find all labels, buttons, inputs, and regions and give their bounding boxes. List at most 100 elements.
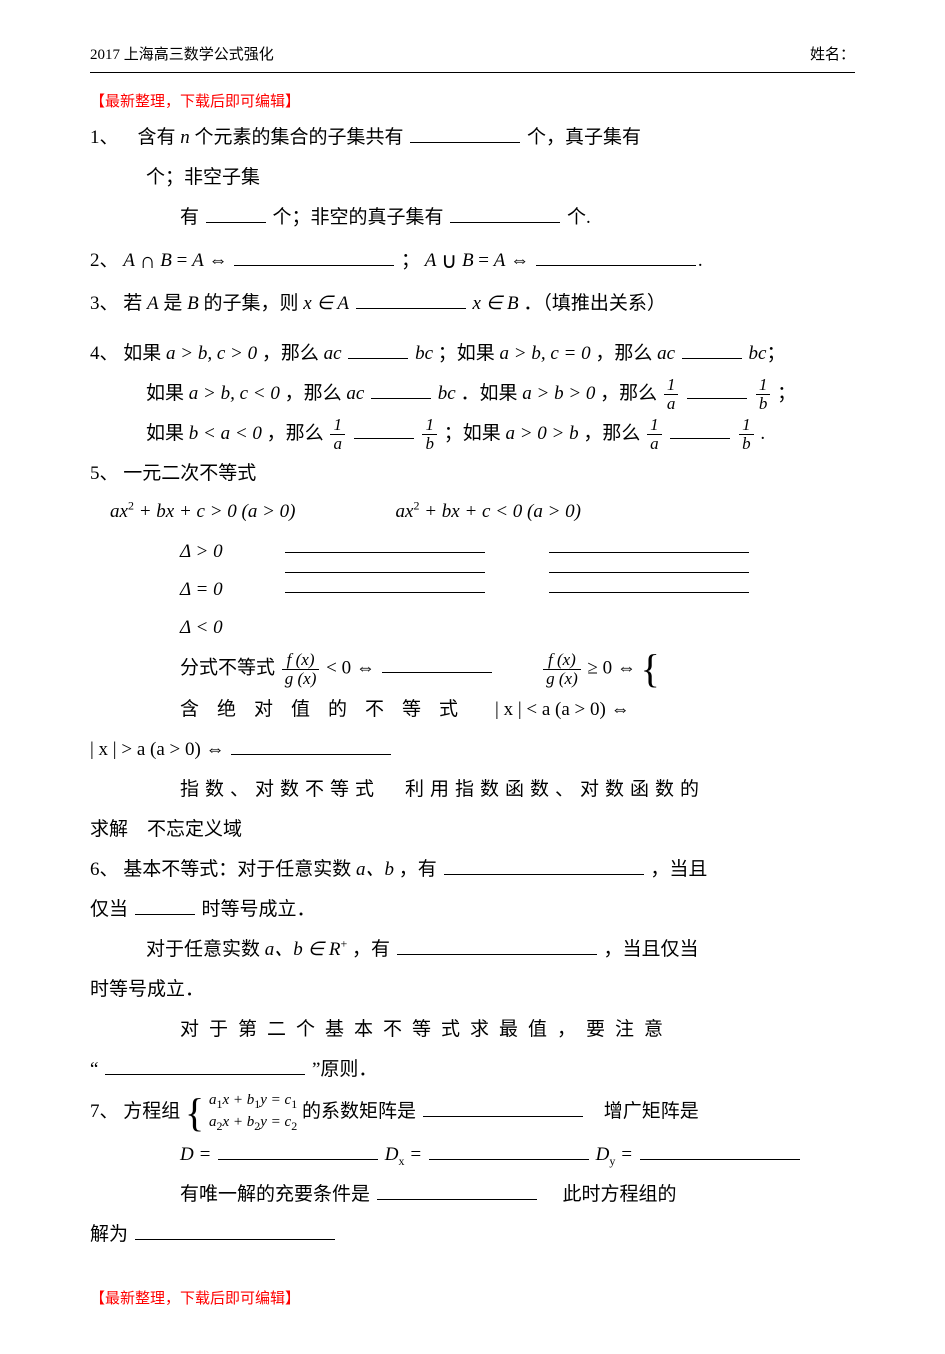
q5-fenshi: 分式不等式 f (x)g (x) < 0 ⇔ f (x)g (x) ≥ 0 ⇔ … [90,649,855,689]
frac-1b: 1b [422,416,437,453]
blank[interactable] [105,1055,305,1075]
q1-n: n [180,127,190,148]
q2-A3: A [425,250,437,271]
q5-inequalities: ax2 + bx + c > 0 (a > 0) ax2 + bx + c < … [110,493,855,531]
blank[interactable] [285,533,485,553]
c: b < a < 0 [189,423,262,444]
abs1: | x | < a (a > 0) ⇔ [495,699,630,720]
blank[interactable] [450,203,560,223]
q1-t3: 个，真子集有 [527,127,641,148]
q5-idx2: 求解 不忘定义域 [90,811,855,849]
delta-col2 [547,533,751,647]
blank[interactable] [382,653,492,673]
bc: bc [438,383,456,404]
blank[interactable] [410,123,520,143]
dot: . [760,423,765,444]
q5-line1: 5、 一元二次不等式 ax2 + bx + c > 0 (a > 0) ax2 … [90,455,855,531]
ge0: ≥ 0 ⇔ [587,657,635,678]
q6-l4: 时等号成立． [90,971,855,1009]
blank[interactable] [135,895,195,915]
idx-label2: 求解 不忘定义域 [90,819,242,840]
q5-idx: 指数、对数不等式 利用指数函数、对数函数的 [90,771,855,809]
blank[interactable] [356,289,466,309]
blank[interactable] [234,246,394,266]
q1-line3: 有 个；非空的真子集有 个. [90,199,855,237]
blank[interactable] [549,553,749,573]
page-header: 2017 上海高三数学公式强化 姓名： [90,40,855,73]
semi: ； [777,383,796,404]
blank[interactable] [231,735,391,755]
t: 时等号成立． [90,979,204,1000]
blank[interactable] [429,1140,589,1160]
abs-label: 含绝对值的不等式 [180,699,476,720]
blank[interactable] [640,1140,800,1160]
q5-num: 5、 [90,463,119,484]
abs2: | x | > a (a > 0) ⇔ [90,739,225,760]
blank[interactable] [549,573,749,593]
blank[interactable] [135,1220,335,1240]
q3-t2: 是 [163,293,182,314]
blank[interactable] [444,855,644,875]
t: 如果 [146,423,184,444]
blank[interactable] [218,1140,378,1160]
q4-line2: 如果 a > b, c < 0 ，那么 ac bc ．如果 a > b > 0 … [90,375,855,413]
ac: ac [657,343,675,364]
blank[interactable] [348,339,408,359]
blank[interactable] [285,573,485,593]
q7-l2: D = Dx = Dy = [90,1136,855,1174]
t: ，有 [399,859,437,880]
idx-label: 指数、对数不等式 利用指数函数、对数函数的 [180,779,705,800]
spacer [90,325,855,333]
q3-t1: 若 [123,293,142,314]
q3-A: A [147,293,159,314]
blank[interactable] [682,339,742,359]
cup-icon: ∪ [441,248,457,273]
q1-t6: 个；非空的真子集有 [273,207,444,228]
blank[interactable] [377,1180,537,1200]
q1-t2: 个元素的集合的子集共有 [195,127,404,148]
frac-fg: f (x)g (x) [282,651,320,688]
dgt: Δ > 0 [180,533,223,571]
t: 有唯一解的充要条件是 [180,1184,370,1205]
delta-col1 [283,533,487,647]
top-notice: 【最新整理，下载后即可编辑】 [90,87,855,117]
blank[interactable] [206,203,266,223]
blank[interactable] [670,419,730,439]
q6-l3: 对于任意实数 a、b ∈ R+ ，有 ，当且仅当 [90,931,855,969]
t: ；如果 [444,423,501,444]
q5-delta-block: Δ > 0 Δ = 0 Δ < 0 [180,533,855,647]
frac-1a: 1a [664,376,679,413]
blank[interactable] [687,379,747,399]
q3-B: B [187,293,199,314]
t: 如果 [146,383,184,404]
blank[interactable] [536,246,696,266]
delta-labels: Δ > 0 Δ = 0 Δ < 0 [180,533,223,647]
q4-line1: 4、 如果 a > b, c > 0 ，那么 ac bc ；如果 a > b, … [90,335,855,373]
q6-l1: 6、 基本不等式：对于任意实数 a、b ，有 ，当且 [90,851,855,889]
q1-t1: 含有 [138,127,176,148]
q3-num: 3、 [90,293,119,314]
t: ，那么 [583,423,640,444]
header-right: 姓名： [810,40,855,70]
blank[interactable] [371,379,431,399]
blank[interactable] [549,533,749,553]
blank[interactable] [423,1097,583,1117]
q3-t4: ．（填推出关系） [523,293,666,314]
t: ，那么 [262,343,319,364]
t: 如果 [123,343,161,364]
blank[interactable] [397,935,597,955]
blank[interactable] [354,419,414,439]
semi: ； [766,343,785,364]
t: ，那么 [595,343,652,364]
q6-l5: 对于第二个基本不等式求最值，要注意 [90,1011,855,1049]
q2-B2: B [462,250,474,271]
t: 解为 [90,1224,128,1245]
quote-open: “ [90,1059,98,1080]
t: 对于第二个基本不等式求最值，要注意 [180,1019,673,1040]
frac-1b: 1b [756,376,771,413]
t: ，那么 [267,423,324,444]
t: ．如果 [460,383,517,404]
q7-l1: 7、 方程组 { a1x + b1y = c1 a2x + b2y = c2 的… [90,1091,855,1134]
blank[interactable] [285,553,485,573]
q5-abs: 含绝对值的不等式 | x | < a (a > 0) ⇔ [90,691,855,729]
